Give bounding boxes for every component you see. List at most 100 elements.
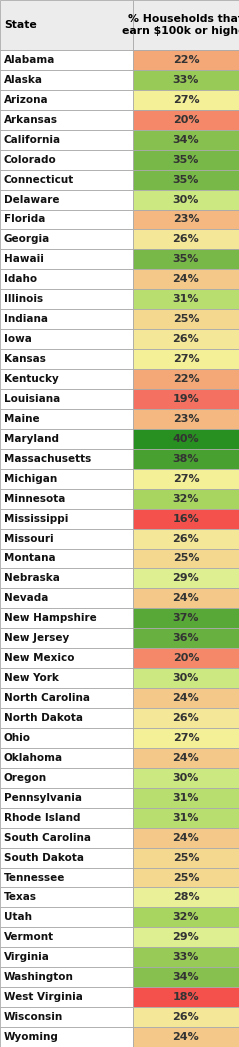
Bar	[0, 209, 133, 229]
Bar	[133, 90, 239, 110]
Text: 16%: 16%	[173, 514, 199, 524]
Bar	[0, 1007, 133, 1027]
Text: 36%: 36%	[173, 633, 199, 643]
Text: Minnesota: Minnesota	[4, 493, 65, 504]
Text: 35%: 35%	[173, 175, 199, 184]
Text: 31%: 31%	[173, 812, 199, 823]
Text: Hawaii: Hawaii	[4, 254, 44, 265]
Text: Alaska: Alaska	[4, 75, 43, 85]
Text: Arkansas: Arkansas	[4, 115, 58, 125]
Bar	[133, 529, 239, 549]
Bar	[0, 110, 133, 130]
Bar	[133, 848, 239, 868]
Text: Illinois: Illinois	[4, 294, 43, 305]
Bar	[133, 888, 239, 908]
Text: Maine: Maine	[4, 414, 40, 424]
Text: Kentucky: Kentucky	[4, 374, 59, 384]
Bar	[0, 868, 133, 888]
Text: 24%: 24%	[173, 594, 199, 603]
Text: Maryland: Maryland	[4, 433, 59, 444]
Text: 31%: 31%	[173, 294, 199, 305]
Text: 22%: 22%	[173, 55, 199, 65]
Text: Nevada: Nevada	[4, 594, 48, 603]
Bar	[0, 569, 133, 588]
Bar	[133, 1007, 239, 1027]
Bar	[133, 130, 239, 150]
Text: Iowa: Iowa	[4, 334, 32, 344]
Bar	[0, 70, 133, 90]
Text: 26%: 26%	[173, 1012, 199, 1022]
Text: 37%: 37%	[173, 614, 199, 623]
Bar	[0, 150, 133, 170]
Text: 35%: 35%	[173, 254, 199, 265]
Bar	[0, 449, 133, 469]
Bar	[0, 828, 133, 848]
Text: 26%: 26%	[173, 235, 199, 244]
Bar	[0, 50, 133, 70]
Text: 30%: 30%	[173, 195, 199, 204]
Bar	[0, 289, 133, 309]
Text: Louisiana: Louisiana	[4, 394, 60, 404]
Bar	[0, 807, 133, 828]
Bar	[133, 628, 239, 648]
Bar	[133, 50, 239, 70]
Text: 24%: 24%	[173, 1032, 199, 1042]
Bar	[133, 349, 239, 369]
Text: 25%: 25%	[173, 872, 199, 883]
Text: 33%: 33%	[173, 953, 199, 962]
Bar	[0, 1027, 133, 1047]
Text: 31%: 31%	[173, 793, 199, 803]
Bar	[0, 928, 133, 948]
Text: 24%: 24%	[173, 693, 199, 703]
Text: Indiana: Indiana	[4, 314, 48, 325]
Bar	[133, 608, 239, 628]
Text: 27%: 27%	[173, 733, 199, 743]
Text: Washington: Washington	[4, 973, 74, 982]
Text: 27%: 27%	[173, 473, 199, 484]
Text: 20%: 20%	[173, 653, 199, 663]
Text: Missouri: Missouri	[4, 534, 54, 543]
Text: 26%: 26%	[173, 334, 199, 344]
Bar	[0, 469, 133, 489]
Bar	[0, 767, 133, 787]
Bar	[133, 110, 239, 130]
Text: Colorado: Colorado	[4, 155, 57, 164]
Text: % Households that
earn $100k or higher: % Households that earn $100k or higher	[122, 15, 239, 36]
Bar	[133, 489, 239, 509]
Bar	[0, 269, 133, 289]
Bar	[0, 229, 133, 249]
Text: 22%: 22%	[173, 374, 199, 384]
Bar	[0, 489, 133, 509]
Bar	[133, 70, 239, 90]
Bar	[0, 90, 133, 110]
Bar	[133, 668, 239, 688]
Bar	[133, 429, 239, 449]
Text: Delaware: Delaware	[4, 195, 60, 204]
Bar	[133, 209, 239, 229]
Text: Montana: Montana	[4, 554, 56, 563]
Text: West Virginia: West Virginia	[4, 993, 83, 1002]
Bar	[133, 190, 239, 209]
Bar	[0, 369, 133, 389]
Text: North Carolina: North Carolina	[4, 693, 90, 703]
Bar	[133, 767, 239, 787]
Bar	[133, 269, 239, 289]
Bar	[0, 349, 133, 369]
Text: 24%: 24%	[173, 274, 199, 285]
Bar	[0, 948, 133, 967]
Bar	[133, 469, 239, 489]
Bar	[0, 409, 133, 429]
Bar	[0, 888, 133, 908]
Bar	[133, 828, 239, 848]
Text: Texas: Texas	[4, 892, 37, 903]
Bar	[133, 409, 239, 429]
Text: 23%: 23%	[173, 215, 199, 224]
Text: 20%: 20%	[173, 115, 199, 125]
Text: Connecticut: Connecticut	[4, 175, 74, 184]
Bar	[0, 130, 133, 150]
Bar	[133, 389, 239, 409]
Text: 24%: 24%	[173, 753, 199, 763]
Text: North Dakota: North Dakota	[4, 713, 83, 723]
Bar	[0, 170, 133, 190]
Text: Michigan: Michigan	[4, 473, 57, 484]
